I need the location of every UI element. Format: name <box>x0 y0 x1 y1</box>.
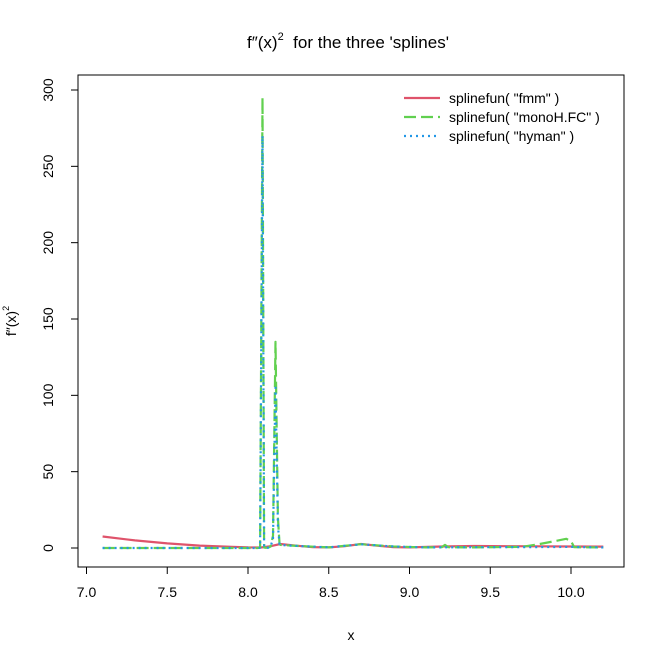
x-tick-label: 7.5 <box>158 584 178 600</box>
y-tick-label: 100 <box>40 383 56 407</box>
x-tick-label: 9.5 <box>481 584 501 600</box>
chart-title: f″(x)2 for the three 'splines' <box>247 31 449 52</box>
x-tick-label: 7.0 <box>77 584 97 600</box>
legend-label-1: splinefun( "monoH.FC" ) <box>449 109 600 125</box>
chart-title-rest: for the three 'splines' <box>284 33 449 52</box>
legend-label-2: splinefun( "hyman" ) <box>449 128 574 144</box>
series-line-1 <box>102 96 604 550</box>
chart-title-base: f″(x) <box>247 33 278 52</box>
legend: splinefun( "fmm" ) splinefun( "monoH.FC" … <box>404 90 600 144</box>
y-axis: 0 50 100 150 200 250 300 <box>40 78 79 552</box>
y-axis-label-exponent: 2 <box>1 306 11 311</box>
x-axis: 7.0 7.5 8.0 8.5 9.0 9.5 10.0 <box>77 566 585 600</box>
y-axis-label-base: f″(x) <box>3 311 19 336</box>
plot-frame <box>77 74 625 568</box>
y-tick-label: 250 <box>40 154 56 178</box>
y-tick-label: 0 <box>40 544 56 552</box>
y-tick-label: 300 <box>40 78 56 102</box>
y-axis-label: f″(x)2 <box>1 306 19 336</box>
x-tick-label: 9.0 <box>400 584 420 600</box>
x-tick-label: 8.5 <box>319 584 339 600</box>
x-axis-label: x <box>348 627 355 643</box>
y-tick-label: 150 <box>40 307 56 331</box>
legend-label-0: splinefun( "fmm" ) <box>449 90 559 106</box>
y-tick-label: 200 <box>40 231 56 255</box>
series-line-2 <box>102 134 604 550</box>
x-tick-label: 8.0 <box>238 584 258 600</box>
chart-title-exponent: 2 <box>278 31 284 43</box>
y-tick-label: 50 <box>40 464 56 480</box>
series-layer <box>102 96 604 550</box>
x-tick-label: 10.0 <box>557 584 584 600</box>
